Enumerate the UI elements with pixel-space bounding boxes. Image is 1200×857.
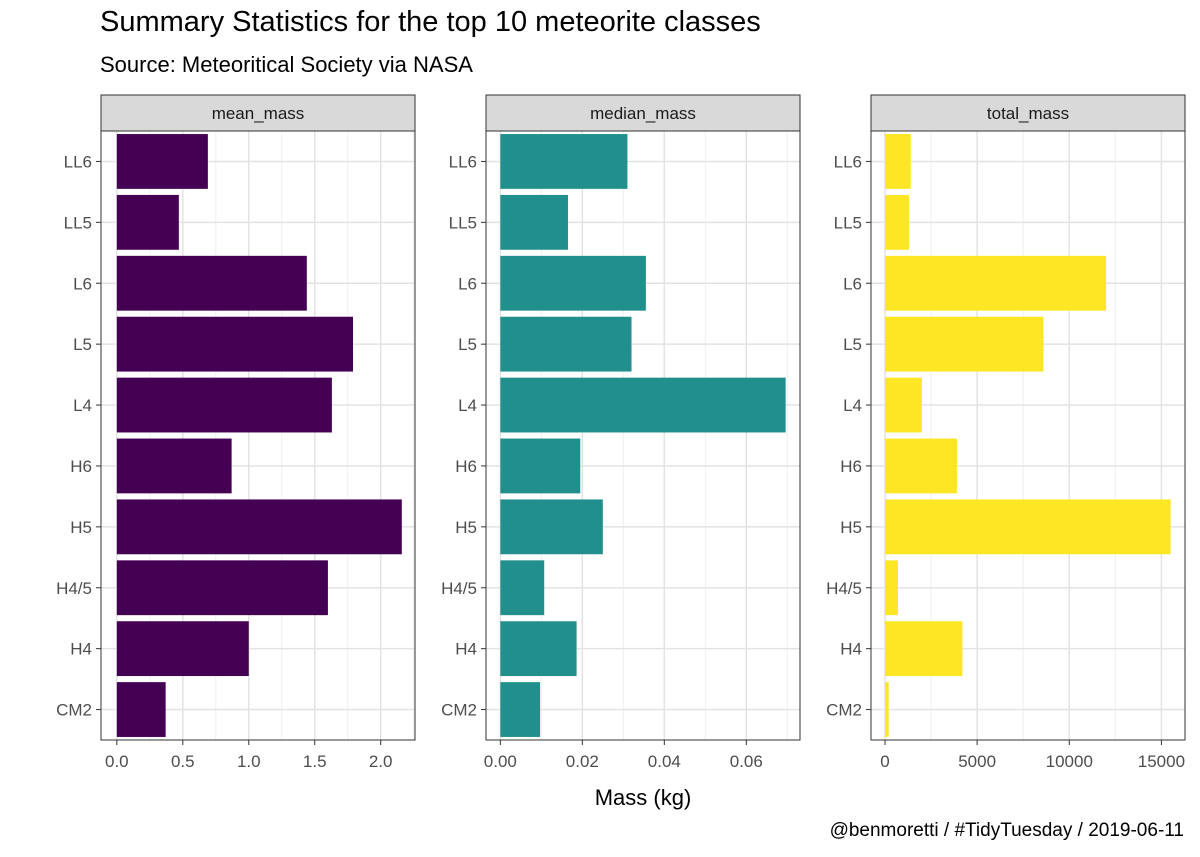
y-tick-label: LL6 <box>64 152 92 171</box>
x-tick-label: 0.0 <box>105 752 129 771</box>
x-tick-label: 1.5 <box>303 752 327 771</box>
bar-total_mass-L6 <box>885 255 1107 311</box>
x-tick-label: 2.0 <box>369 752 393 771</box>
x-tick-label: 0.5 <box>171 752 195 771</box>
x-tick-label: 0 <box>880 752 889 771</box>
y-tick-label: LL6 <box>834 152 862 171</box>
y-tick-label: H4/5 <box>826 579 862 598</box>
bar-mean_mass-H4/5 <box>116 560 328 616</box>
y-tick-label: CM2 <box>56 701 92 720</box>
y-tick-label: L5 <box>73 335 92 354</box>
x-tick-label: 1.0 <box>237 752 261 771</box>
y-tick-label: H4/5 <box>56 579 92 598</box>
bar-median_mass-L5 <box>500 316 632 372</box>
bar-mean_mass-H4 <box>116 621 249 677</box>
y-tick-label: H6 <box>455 457 477 476</box>
bar-mean_mass-H6 <box>116 438 232 494</box>
x-tick-label: 15000 <box>1138 752 1185 771</box>
y-tick-label: LL5 <box>449 213 477 232</box>
bar-mean_mass-LL5 <box>116 194 179 250</box>
bar-median_mass-LL5 <box>500 194 568 250</box>
facet-strip-total_mass <box>870 94 1186 132</box>
y-tick-label: L4 <box>73 396 92 415</box>
y-tick-label: H4 <box>455 640 477 659</box>
y-tick-label: H6 <box>840 457 862 476</box>
bar-mean_mass-CM2 <box>116 682 166 737</box>
bar-median_mass-LL6 <box>500 134 628 189</box>
y-tick-label: L5 <box>843 335 862 354</box>
x-axis-title: Mass (kg) <box>595 785 692 810</box>
bar-mean_mass-L6 <box>116 255 307 311</box>
bar-total_mass-LL5 <box>885 194 909 250</box>
y-tick-label: H5 <box>455 518 477 537</box>
y-tick-label: CM2 <box>826 701 862 720</box>
y-tick-label: LL5 <box>64 213 92 232</box>
bar-median_mass-H6 <box>500 438 581 494</box>
bar-median_mass-L4 <box>500 377 786 433</box>
bar-total_mass-H6 <box>885 438 957 494</box>
bar-total_mass-LL6 <box>885 134 911 189</box>
bar-median_mass-L6 <box>500 255 646 311</box>
y-tick-label: L5 <box>458 335 477 354</box>
bar-total_mass-H5 <box>885 499 1171 555</box>
y-tick-label: L6 <box>458 274 477 293</box>
bar-mean_mass-L5 <box>116 316 353 372</box>
facet-strip-median_mass <box>485 94 801 132</box>
bar-total_mass-H4/5 <box>885 560 898 616</box>
facet-label-mean_mass: mean_mass <box>212 104 305 123</box>
panel-border-total_mass <box>870 130 1186 741</box>
bar-median_mass-H5 <box>500 499 603 555</box>
y-tick-label: H4 <box>70 640 92 659</box>
y-tick-label: H5 <box>840 518 862 537</box>
bar-total_mass-CM2 <box>885 682 889 737</box>
y-tick-label: H4 <box>840 640 862 659</box>
bar-median_mass-H4 <box>500 621 577 677</box>
x-tick-label: 0.02 <box>566 752 599 771</box>
x-tick-label: 0.06 <box>730 752 763 771</box>
y-tick-label: CM2 <box>441 701 477 720</box>
y-tick-label: LL5 <box>834 213 862 232</box>
bar-total_mass-H4 <box>885 621 963 677</box>
y-tick-label: L6 <box>843 274 862 293</box>
chart-title: Summary Statistics for the top 10 meteor… <box>100 6 761 38</box>
y-tick-label: H5 <box>70 518 92 537</box>
y-tick-label: LL6 <box>449 152 477 171</box>
chart-caption: @benmoretti / #TidyTuesday / 2019-06-11 <box>829 820 1184 841</box>
facet-label-total_mass: total_mass <box>987 104 1069 123</box>
bar-median_mass-CM2 <box>500 682 541 737</box>
bar-total_mass-L4 <box>885 377 922 433</box>
x-tick-label: 10000 <box>1046 752 1093 771</box>
x-tick-label: 0.04 <box>648 752 681 771</box>
bar-mean_mass-LL6 <box>116 134 208 189</box>
bar-mean_mass-H5 <box>116 499 402 555</box>
x-tick-label: 5000 <box>958 752 996 771</box>
bar-total_mass-L5 <box>885 316 1044 372</box>
y-tick-label: L4 <box>843 396 862 415</box>
bar-mean_mass-L4 <box>116 377 332 433</box>
chart-subtitle: Source: Meteoritical Society via NASA <box>100 52 473 77</box>
panel-border-mean_mass <box>100 130 416 741</box>
y-tick-label: H6 <box>70 457 92 476</box>
y-tick-label: L4 <box>458 396 477 415</box>
panel-border-median_mass <box>485 130 801 741</box>
bar-median_mass-H4/5 <box>500 560 545 616</box>
y-tick-label: L6 <box>73 274 92 293</box>
facet-label-median_mass: median_mass <box>590 104 696 123</box>
x-tick-label: 0.00 <box>484 752 517 771</box>
y-tick-label: H4/5 <box>441 579 477 598</box>
